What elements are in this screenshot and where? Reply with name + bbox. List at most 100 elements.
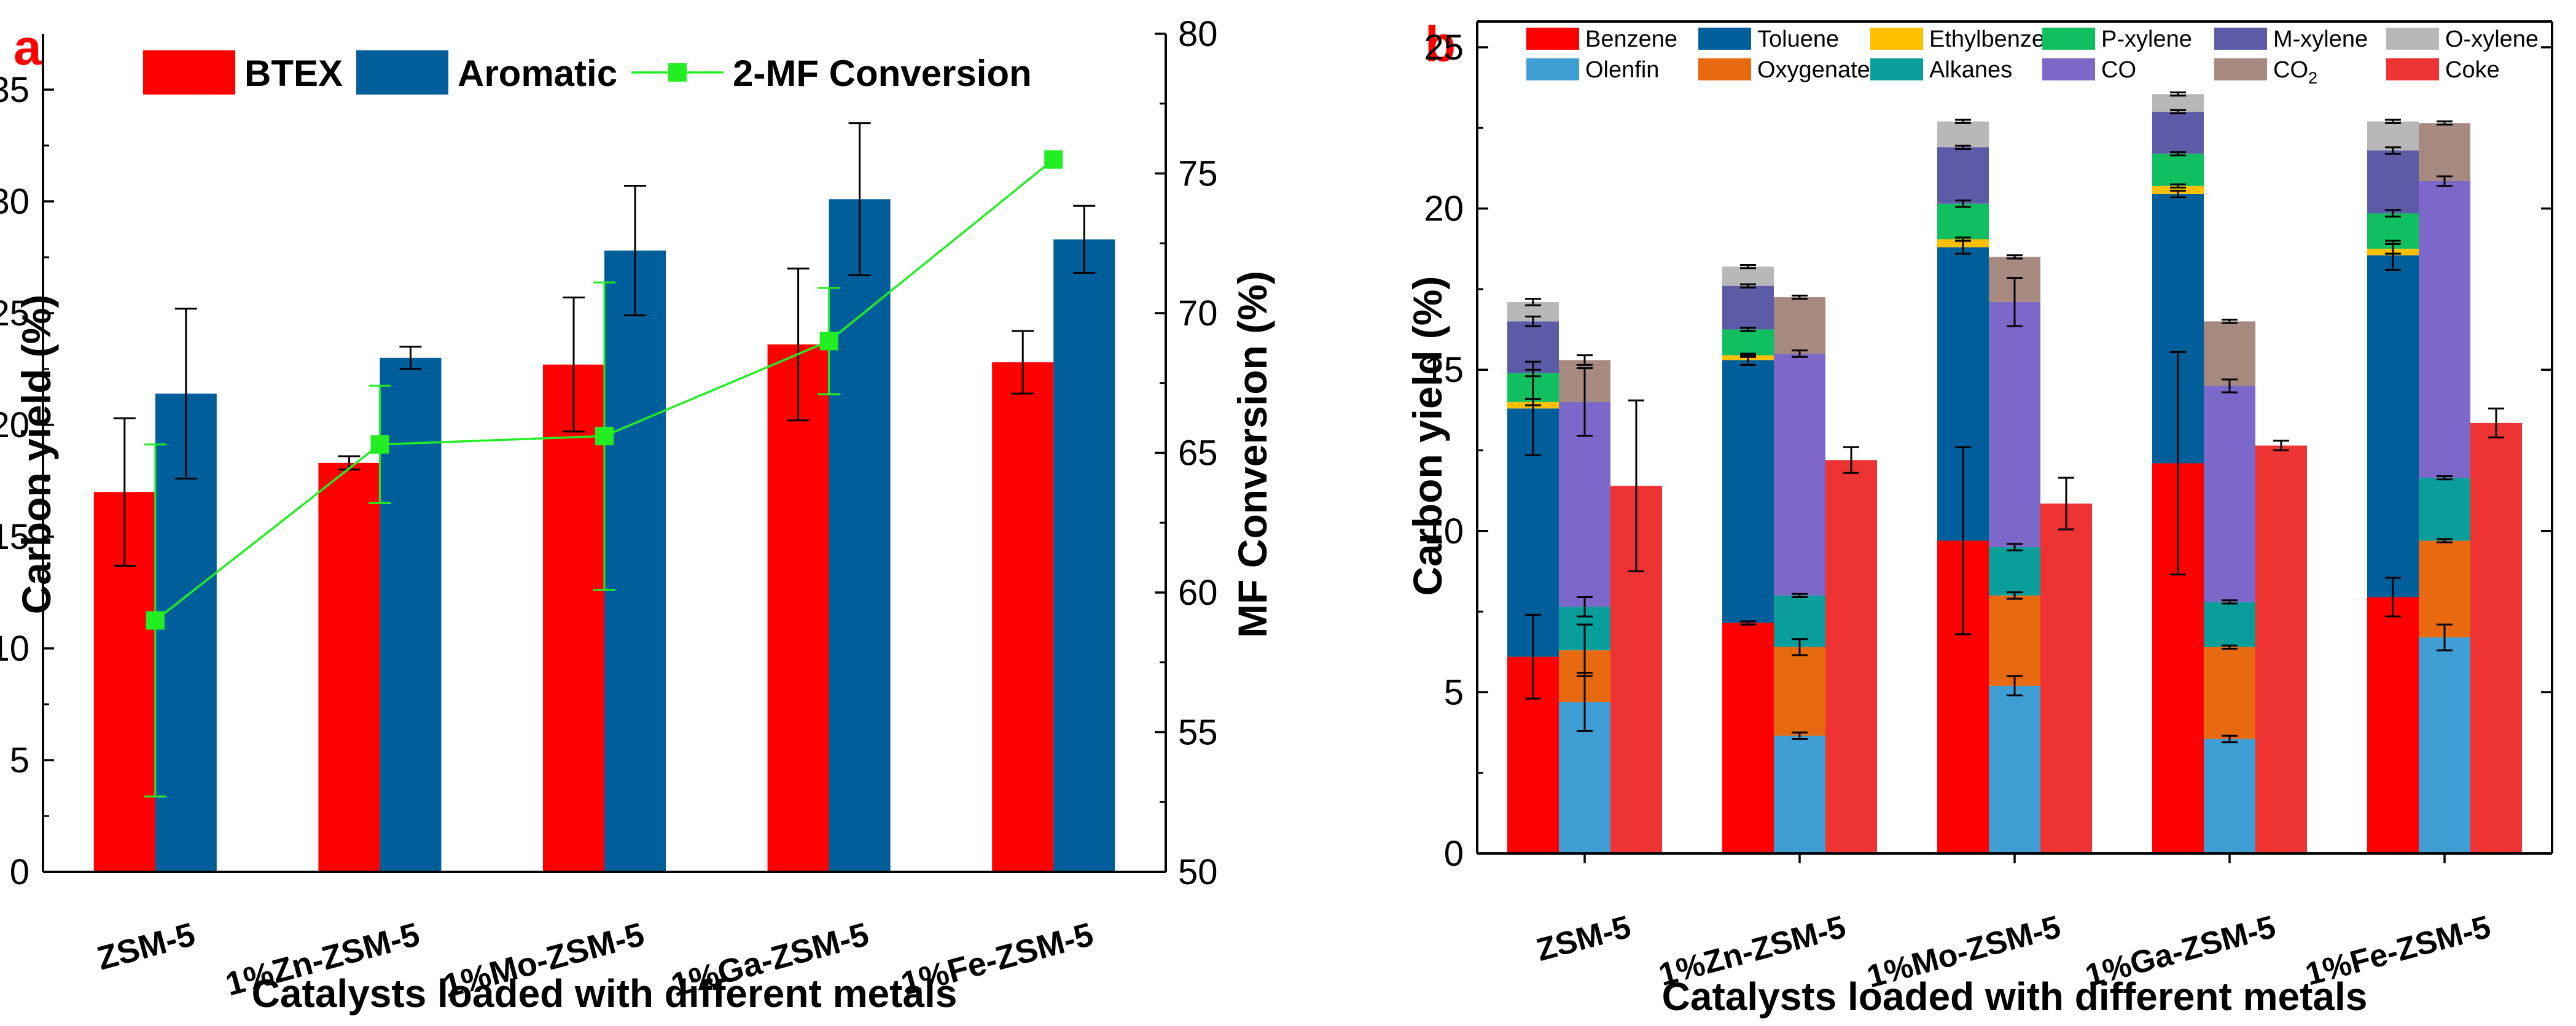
- bar-co2-4: [2419, 123, 2470, 181]
- y2-tick-label-4: 70: [1178, 293, 1218, 333]
- errorbar-o-xylene-2: [1955, 119, 1971, 124]
- errorbar-o-xylene-0: [1525, 298, 1541, 306]
- legend-label-b-6: Olenfin: [1585, 57, 1659, 83]
- bar-oxygenates-1: [1774, 647, 1825, 736]
- errorbar-co-4: [2437, 175, 2453, 187]
- bar-m-xylene-2: [1937, 147, 1989, 204]
- errorbar-aromatic-3: [848, 122, 871, 276]
- bar-o-xylene-3: [2152, 94, 2204, 112]
- errorbar-co2-1: [1792, 294, 1808, 300]
- x-category-label-b-0: ZSM-5: [1532, 909, 1634, 968]
- legend-swatch-btex: [143, 50, 235, 95]
- errorbar-coke-4: [2488, 407, 2504, 438]
- errorbar-benzene-4: [2385, 577, 2401, 618]
- legend-swatch-b-8: [1870, 58, 1923, 80]
- errorbar-olenfin-4: [2437, 623, 2453, 651]
- y-tick-label-b-2: 10: [1424, 511, 1464, 551]
- bar-alkanes-3: [2204, 602, 2255, 647]
- bar-p-xylene-1: [1722, 329, 1774, 356]
- errorbar-coke-2: [2058, 476, 2074, 530]
- legend-label-b-5: O-xylene: [2445, 26, 2539, 52]
- y-tick-label-1: 5: [10, 740, 29, 780]
- errorbar-toluene-3: [2170, 190, 2186, 198]
- errorbar-co2-4: [2437, 120, 2453, 126]
- bar-m-xylene-4: [2367, 150, 2419, 214]
- marker-2mf-conversion-0: [146, 611, 165, 630]
- y-axis-title-b: Carbon yield (%): [1405, 276, 1450, 596]
- errorbar-alkanes-1: [1792, 593, 1808, 598]
- errorbar-ethylbenzene-1: [1740, 352, 1756, 358]
- bar-co2-3: [2204, 321, 2255, 386]
- errorbar-m-xylene-2: [1955, 144, 1971, 150]
- bar-btex-4: [992, 362, 1054, 872]
- legend-label-b-8: Alkanes: [1929, 57, 2012, 83]
- y-tick-label-b-5: 25: [1424, 28, 1464, 68]
- errorbar-benzene-3: [2170, 351, 2186, 576]
- bar-aromatic-4: [1053, 239, 1115, 872]
- y2-tick-label-6: 80: [1178, 14, 1218, 54]
- bar-co-2: [1989, 301, 2040, 548]
- bar-oxygenates-4: [2419, 540, 2470, 638]
- bar-toluene-4: [2367, 255, 2419, 597]
- errorbar-coke-0: [1628, 399, 1644, 572]
- errorbar-oxygenates-0: [1577, 623, 1593, 677]
- legend-swatch-b-10: [2214, 58, 2267, 80]
- panel-label-b: b: [1425, 17, 1456, 72]
- errorbar-oxygenates-3: [2222, 644, 2238, 650]
- errorbar-alkanes-3: [2222, 599, 2238, 605]
- bar-o-xylene-2: [1937, 121, 1989, 147]
- errorbar-oxygenates-1: [1792, 638, 1808, 656]
- legend-label-b-3: P-xylene: [2101, 26, 2192, 52]
- x-category-label-0: ZSM-5: [93, 916, 199, 977]
- errorbar-ethylbenzene-3: [2170, 183, 2186, 188]
- errorbar-btex-0: [113, 417, 136, 567]
- legend-swatch-b-7: [1698, 58, 1751, 80]
- y2-tick-label-0: 50: [1178, 852, 1218, 892]
- errorbar-co-1: [1792, 349, 1808, 358]
- bar-m-xylene-1: [1722, 286, 1774, 330]
- bar-olenfin-3: [2204, 739, 2255, 853]
- bar-btex-1: [318, 462, 380, 872]
- legend-label-b-11: Coke: [2445, 57, 2500, 83]
- errorbar-toluene-0: [1525, 360, 1541, 456]
- y-tick-label-4: 20: [0, 405, 29, 445]
- legend-label-aromatic: Aromatic: [458, 53, 617, 94]
- legend-swatch-b-11: [2386, 58, 2439, 80]
- legend-label-b-4: M-xylene: [2273, 26, 2368, 52]
- panel-a-chart: a0510152025303550556065707580ZSM-51%Zn-Z…: [0, 14, 1275, 1016]
- y2-tick-label-2: 60: [1178, 573, 1218, 613]
- y2-tick-label-5: 75: [1178, 154, 1218, 194]
- errorbar-alkanes-2: [2007, 543, 2023, 551]
- y-tick-label-2: 10: [0, 629, 29, 669]
- bar-olenfin-1: [1774, 736, 1825, 853]
- x-axis-title: Catalysts loaded with different metals: [252, 971, 958, 1016]
- panel-label-a: a: [14, 20, 42, 76]
- errorbar-ethylbenzene-2: [1955, 236, 1971, 242]
- errorbar-m-xylene-4: [2385, 146, 2401, 155]
- y-tick-label-0: 0: [10, 852, 29, 892]
- legend-swatch-b-0: [1526, 28, 1579, 50]
- bar-p-xylene-2: [1937, 203, 1989, 239]
- legend-swatch-b-4: [2214, 28, 2267, 50]
- errorbar-m-xylene-3: [2170, 109, 2186, 115]
- errorbar-btex-4: [1012, 330, 1034, 395]
- errorbar-co-0: [1577, 367, 1593, 437]
- y2-tick-label-1: 55: [1178, 713, 1218, 753]
- bar-btex-3: [767, 344, 829, 872]
- bar-alkanes-4: [2419, 478, 2470, 541]
- errorbar-olenfin-2: [2007, 675, 2023, 697]
- legend-label-b-1: Toluene: [1757, 26, 1839, 52]
- y2-axis-title: MF Conversion (%): [1230, 271, 1275, 638]
- legend-label-b-0: Benzene: [1585, 26, 1677, 52]
- errorbar-co2-2: [2007, 254, 2023, 260]
- bar-co-4: [2419, 181, 2470, 478]
- errorbar-m-xylene-1: [1740, 283, 1756, 289]
- errorbar-benzene-1: [1740, 620, 1756, 626]
- y-tick-label-7: 35: [0, 70, 29, 110]
- legend-swatch-b-1: [1698, 28, 1751, 50]
- errorbar-m-xylene-0: [1525, 316, 1541, 327]
- errorbar-p-xylene-1: [1740, 327, 1756, 332]
- bar-olenfin-4: [2419, 637, 2470, 853]
